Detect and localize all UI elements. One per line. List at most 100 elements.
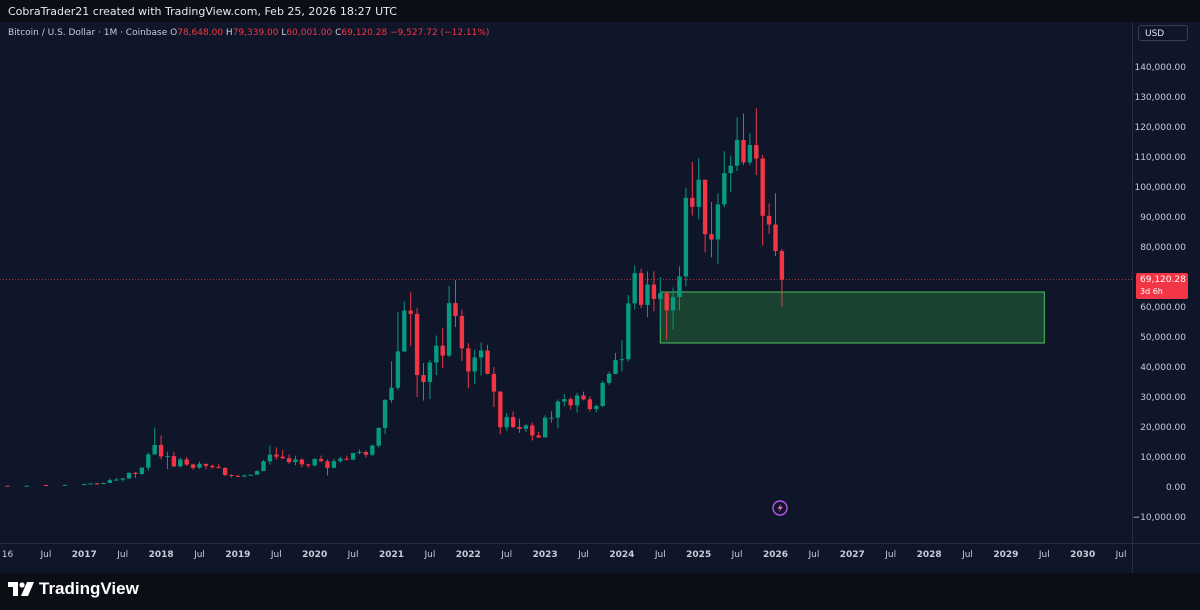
chart-area[interactable]: 140,000.00 130,000.00 120,000.00 110,000.00… [0, 22, 1200, 573]
candle[interactable] [594, 404, 599, 413]
candle[interactable] [606, 371, 612, 385]
candle[interactable] [222, 467, 228, 477]
candle[interactable] [696, 158, 701, 220]
candle[interactable] [344, 455, 349, 461]
candle[interactable] [613, 352, 618, 375]
candle[interactable] [683, 187, 689, 287]
candle[interactable] [210, 464, 215, 469]
candle[interactable] [293, 455, 298, 466]
candle[interactable] [402, 301, 407, 352]
candle[interactable] [280, 450, 285, 460]
candle[interactable] [331, 458, 337, 469]
candle[interactable] [350, 452, 356, 461]
candle[interactable] [555, 399, 561, 429]
candle[interactable] [549, 411, 554, 423]
candle[interactable] [43, 484, 49, 486]
candle[interactable] [274, 447, 279, 460]
candle[interactable] [382, 399, 388, 435]
candle[interactable] [702, 179, 708, 253]
candlestick-chart[interactable]: 140,000.00 130,000.00 120,000.00 110,000.00… [0, 22, 1200, 573]
candle[interactable] [158, 435, 164, 460]
candle[interactable] [216, 464, 221, 469]
candle[interactable] [126, 472, 132, 479]
events-icon[interactable] [772, 500, 788, 516]
candle[interactable] [395, 311, 401, 391]
support-zone[interactable] [659, 291, 1045, 344]
candle[interactable] [248, 474, 253, 476]
candle[interactable] [88, 483, 93, 485]
candle[interactable] [600, 381, 605, 408]
candle[interactable] [587, 396, 593, 412]
candle[interactable] [542, 415, 548, 438]
candle[interactable] [741, 113, 746, 166]
candle[interactable] [82, 483, 87, 486]
candle[interactable] [734, 117, 740, 172]
candle[interactable] [677, 266, 682, 311]
currency-button[interactable]: USD [1138, 25, 1188, 41]
candle[interactable] [658, 277, 663, 327]
candle[interactable] [312, 458, 317, 467]
candle[interactable] [94, 482, 100, 485]
candle[interactable] [568, 397, 573, 410]
candle[interactable] [779, 248, 785, 307]
candle[interactable] [261, 460, 266, 472]
candle[interactable] [722, 151, 727, 208]
candle[interactable] [632, 265, 637, 310]
candle[interactable] [690, 162, 695, 216]
candle[interactable] [299, 458, 305, 468]
candle[interactable] [754, 108, 759, 175]
candle[interactable] [101, 482, 106, 484]
candle[interactable] [5, 485, 10, 487]
candle[interactable] [370, 444, 375, 456]
candle[interactable] [645, 271, 650, 318]
candle[interactable] [709, 202, 714, 258]
candle[interactable] [453, 280, 458, 328]
candle[interactable] [152, 427, 157, 455]
candle[interactable] [24, 485, 29, 487]
candle[interactable] [421, 363, 426, 401]
candle[interactable] [107, 478, 113, 483]
candle[interactable] [267, 445, 273, 465]
candle[interactable] [472, 349, 477, 385]
candle[interactable] [171, 451, 177, 468]
candle[interactable] [242, 474, 247, 477]
candle[interactable] [446, 286, 452, 358]
candle[interactable] [306, 463, 311, 468]
candle[interactable] [184, 457, 189, 466]
candle[interactable] [120, 478, 125, 482]
candle[interactable] [466, 343, 471, 389]
candle[interactable] [523, 423, 529, 433]
candle[interactable] [325, 459, 330, 476]
candle[interactable] [498, 391, 503, 435]
candle[interactable] [728, 155, 733, 193]
candle[interactable] [581, 391, 586, 401]
candle[interactable] [235, 474, 241, 477]
candle[interactable] [530, 422, 535, 441]
candle[interactable] [536, 431, 541, 439]
candle[interactable] [165, 451, 170, 469]
candle[interactable] [427, 359, 433, 400]
candle[interactable] [670, 287, 676, 330]
candle[interactable] [178, 457, 183, 468]
candle[interactable] [363, 450, 369, 458]
candle[interactable] [760, 154, 765, 246]
candle[interactable] [229, 474, 234, 478]
candle[interactable] [773, 193, 778, 256]
candle[interactable] [638, 268, 644, 309]
candle[interactable] [133, 472, 138, 479]
candle[interactable] [357, 449, 362, 455]
candle[interactable] [517, 418, 522, 433]
candle[interactable] [146, 452, 151, 471]
candle[interactable] [664, 291, 669, 340]
candle[interactable] [338, 457, 343, 463]
candle[interactable] [491, 367, 497, 407]
candle[interactable] [504, 412, 509, 431]
candle[interactable] [510, 411, 516, 429]
candle[interactable] [114, 478, 119, 481]
candle[interactable] [459, 309, 465, 361]
candle[interactable] [434, 335, 439, 376]
candle[interactable] [574, 392, 580, 413]
candle[interactable] [440, 328, 445, 369]
candle[interactable] [562, 394, 567, 407]
candle[interactable] [286, 454, 292, 464]
